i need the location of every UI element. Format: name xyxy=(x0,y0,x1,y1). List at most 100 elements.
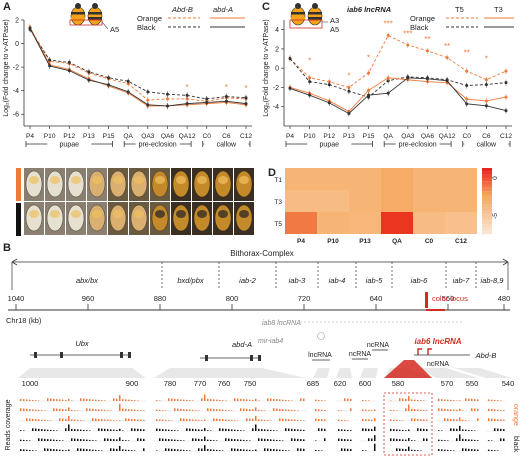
coverage-bar xyxy=(453,428,455,431)
coverage-bar xyxy=(125,418,127,421)
coverage-bar xyxy=(122,408,124,411)
series-line xyxy=(289,77,507,115)
coverage-bar xyxy=(465,439,467,441)
y-tick-label: 2 xyxy=(15,18,19,25)
coverage-bar xyxy=(59,408,61,411)
coverage-bar xyxy=(177,399,179,401)
bee-head xyxy=(312,3,318,9)
coverage-bar xyxy=(276,399,278,401)
coverage-bar xyxy=(104,400,106,401)
coverage-bar xyxy=(441,430,443,431)
coverage-bar xyxy=(341,419,343,421)
coverage-bar xyxy=(110,448,112,451)
coverage-bar xyxy=(347,439,349,441)
coverage-bar xyxy=(162,410,164,411)
coverage-bar xyxy=(189,400,191,401)
pupa-band xyxy=(113,210,123,218)
coverage-bar xyxy=(47,448,49,451)
coverage-bar xyxy=(228,429,230,431)
coverage-bar xyxy=(222,428,224,431)
coverage-bar xyxy=(438,439,440,441)
coverage-bar xyxy=(500,419,502,421)
legend-gene: abd-A xyxy=(213,5,233,14)
zoom-fan xyxy=(420,368,478,378)
segment-label: A5 xyxy=(110,25,119,34)
coverage-bar xyxy=(338,410,340,411)
coverage-bar xyxy=(180,399,182,401)
coverage-bar xyxy=(59,418,61,421)
coverage-bar xyxy=(210,408,212,411)
coverage-bar xyxy=(189,409,191,411)
coverage-bar xyxy=(95,418,97,421)
coverage-bar xyxy=(59,440,61,441)
stage-bg xyxy=(307,139,352,149)
coverage-bar xyxy=(365,419,367,421)
coverage-bar xyxy=(50,420,52,421)
black-bar xyxy=(16,203,21,236)
y-tick-label: 0 xyxy=(275,66,279,73)
coverage-bar xyxy=(477,440,479,441)
coverage-bar xyxy=(213,418,215,421)
coverage-bar xyxy=(291,438,293,441)
coverage-bar xyxy=(368,409,370,411)
coverage-bar xyxy=(477,399,479,401)
coverage-bar xyxy=(282,440,284,441)
coverage-bar xyxy=(491,418,493,421)
coverage-bar xyxy=(32,399,34,401)
coverage-bar xyxy=(186,399,188,401)
coverage-bar xyxy=(459,400,461,401)
heatmap-cell xyxy=(349,190,381,212)
coverage-bar xyxy=(315,399,317,401)
coverage-bar xyxy=(107,429,109,431)
significance-mark: * xyxy=(308,56,311,65)
colorbar-segment xyxy=(482,204,492,208)
y-tick-label: -2 xyxy=(13,65,19,72)
coverage-bar xyxy=(71,400,73,401)
coverage-bar xyxy=(107,419,109,421)
coverage-bar xyxy=(240,398,242,401)
coverage-bar xyxy=(222,409,224,411)
coverage-bar xyxy=(186,418,188,421)
coverage-bar xyxy=(198,419,200,421)
coverage-bar xyxy=(86,439,88,441)
coverage-bar xyxy=(50,398,52,401)
coverage-bar xyxy=(29,418,31,421)
coverage-bar xyxy=(294,429,296,431)
coverage-bar xyxy=(95,449,97,451)
coverage-bar xyxy=(225,400,227,401)
coverage-bar xyxy=(101,400,103,401)
coverage-bar xyxy=(228,419,230,421)
heatmap-col-label: P4 xyxy=(297,238,305,245)
coverage-bar xyxy=(414,440,416,441)
coverage-bar xyxy=(192,400,194,401)
coverage-bar xyxy=(303,398,305,401)
coverage-bar xyxy=(29,399,31,401)
coverage-bar xyxy=(143,419,145,421)
coverage-bar xyxy=(408,438,410,441)
coverage-bar xyxy=(447,399,449,401)
coverage-bar xyxy=(300,420,302,421)
coverage-bar xyxy=(23,430,25,431)
colorbar-segment xyxy=(482,214,492,218)
coverage-bar xyxy=(225,409,227,411)
x-tick-label: P15 xyxy=(363,133,375,140)
legend-label: Orange xyxy=(137,14,162,23)
exon xyxy=(205,355,208,361)
legend-label: Black xyxy=(137,23,156,32)
series-line xyxy=(289,34,507,88)
coverage-bar xyxy=(110,419,112,421)
coverage-bar xyxy=(195,438,197,441)
coverage-bar xyxy=(159,400,161,401)
y-tick-label: -6 xyxy=(13,112,19,119)
coverage-bar xyxy=(417,399,419,401)
coverage-bar xyxy=(134,409,136,411)
coverage-bar xyxy=(122,449,124,451)
pupa-band xyxy=(239,210,249,218)
heatmap-row-label: T3 xyxy=(274,199,282,206)
coverage-bar xyxy=(441,439,443,441)
coverage-bar xyxy=(297,410,299,411)
pupa-band xyxy=(134,176,144,184)
coverage-bar xyxy=(92,440,94,441)
coverage-bar xyxy=(222,419,224,421)
coverage-bar xyxy=(62,449,64,451)
